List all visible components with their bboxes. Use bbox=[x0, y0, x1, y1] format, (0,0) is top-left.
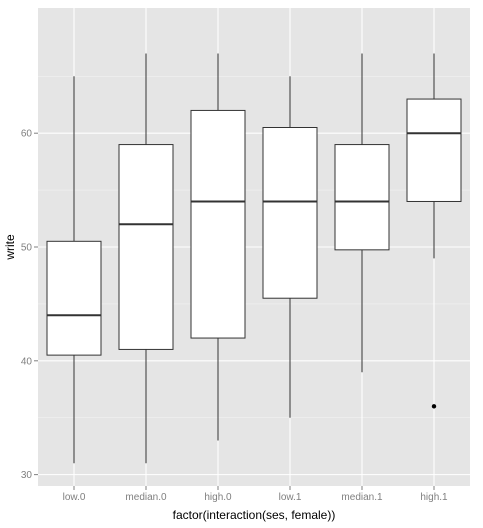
y-tick-label: 30 bbox=[21, 470, 33, 481]
x-tick-label: low.0 bbox=[63, 492, 86, 503]
iqr-box bbox=[46, 240, 102, 356]
x-tick-label: median.1 bbox=[341, 492, 383, 503]
x-tick-label: high.0 bbox=[204, 492, 232, 503]
iqr-box bbox=[406, 98, 462, 202]
iqr-box bbox=[190, 109, 246, 339]
y-tick-label: 40 bbox=[21, 356, 33, 367]
box-series bbox=[46, 53, 462, 464]
outlier-point bbox=[431, 404, 437, 409]
box-high.0 bbox=[190, 53, 246, 441]
x-tick-label: low.1 bbox=[279, 492, 302, 503]
iqr-box bbox=[334, 144, 390, 251]
box-high.1 bbox=[406, 53, 462, 409]
x-axis-ticks: low.0 median.0 high.0 low.1 median.1 high.1 bbox=[63, 486, 448, 503]
minor-gridlines bbox=[38, 75, 470, 419]
box-low.1 bbox=[262, 76, 318, 418]
iqr-box bbox=[262, 127, 318, 299]
x-tick-label: median.0 bbox=[125, 492, 167, 503]
box-median.1 bbox=[334, 53, 390, 373]
y-tick-label: 60 bbox=[21, 129, 33, 140]
y-tick-label: 50 bbox=[21, 243, 33, 254]
box-median.0 bbox=[118, 53, 174, 464]
y-axis-ticks: 30 40 50 60 bbox=[21, 129, 38, 481]
x-axis-title: factor(interaction(ses, female)) bbox=[173, 508, 336, 522]
iqr-box bbox=[118, 144, 174, 350]
x-tick-label: high.1 bbox=[420, 492, 448, 503]
box-low.0 bbox=[46, 76, 102, 464]
y-axis-title: write bbox=[3, 234, 17, 261]
